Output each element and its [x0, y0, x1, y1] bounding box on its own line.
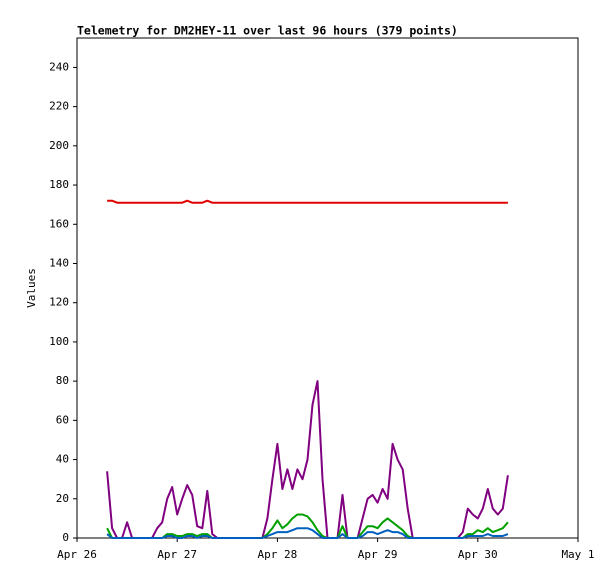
y-tick-label: 140 [49, 256, 69, 269]
y-axis-label: Values [25, 268, 38, 308]
y-tick-label: 200 [49, 139, 69, 152]
y-tick-label: 80 [56, 374, 69, 387]
series-line [106, 513, 509, 539]
y-tick-label: 160 [49, 217, 69, 230]
y-tick-label: 60 [56, 413, 69, 426]
y-tick-label: 100 [49, 335, 69, 348]
y-tick-label: 0 [62, 531, 69, 544]
plot-frame [76, 37, 579, 539]
y-tick-label: 120 [49, 296, 69, 309]
x-tick-label: Apr 27 [157, 548, 197, 561]
x-tick-label: May 1 [561, 548, 594, 561]
x-tick-label: Apr 30 [458, 548, 498, 561]
y-tick-label: 40 [56, 453, 69, 466]
series-line [106, 380, 509, 539]
series-line [106, 527, 509, 539]
y-tick-label: 180 [49, 178, 69, 191]
series-line [107, 199, 508, 204]
x-tick-label: Apr 28 [258, 548, 298, 561]
y-tick-label: 20 [56, 492, 69, 505]
y-tick-label: 240 [49, 60, 69, 73]
chart-title: Telemetry for DM2HEY-11 over last 96 hou… [77, 24, 458, 38]
y-tick-label: 220 [49, 100, 69, 113]
x-tick-label: Apr 29 [358, 548, 398, 561]
x-tick-label: Apr 26 [57, 548, 97, 561]
